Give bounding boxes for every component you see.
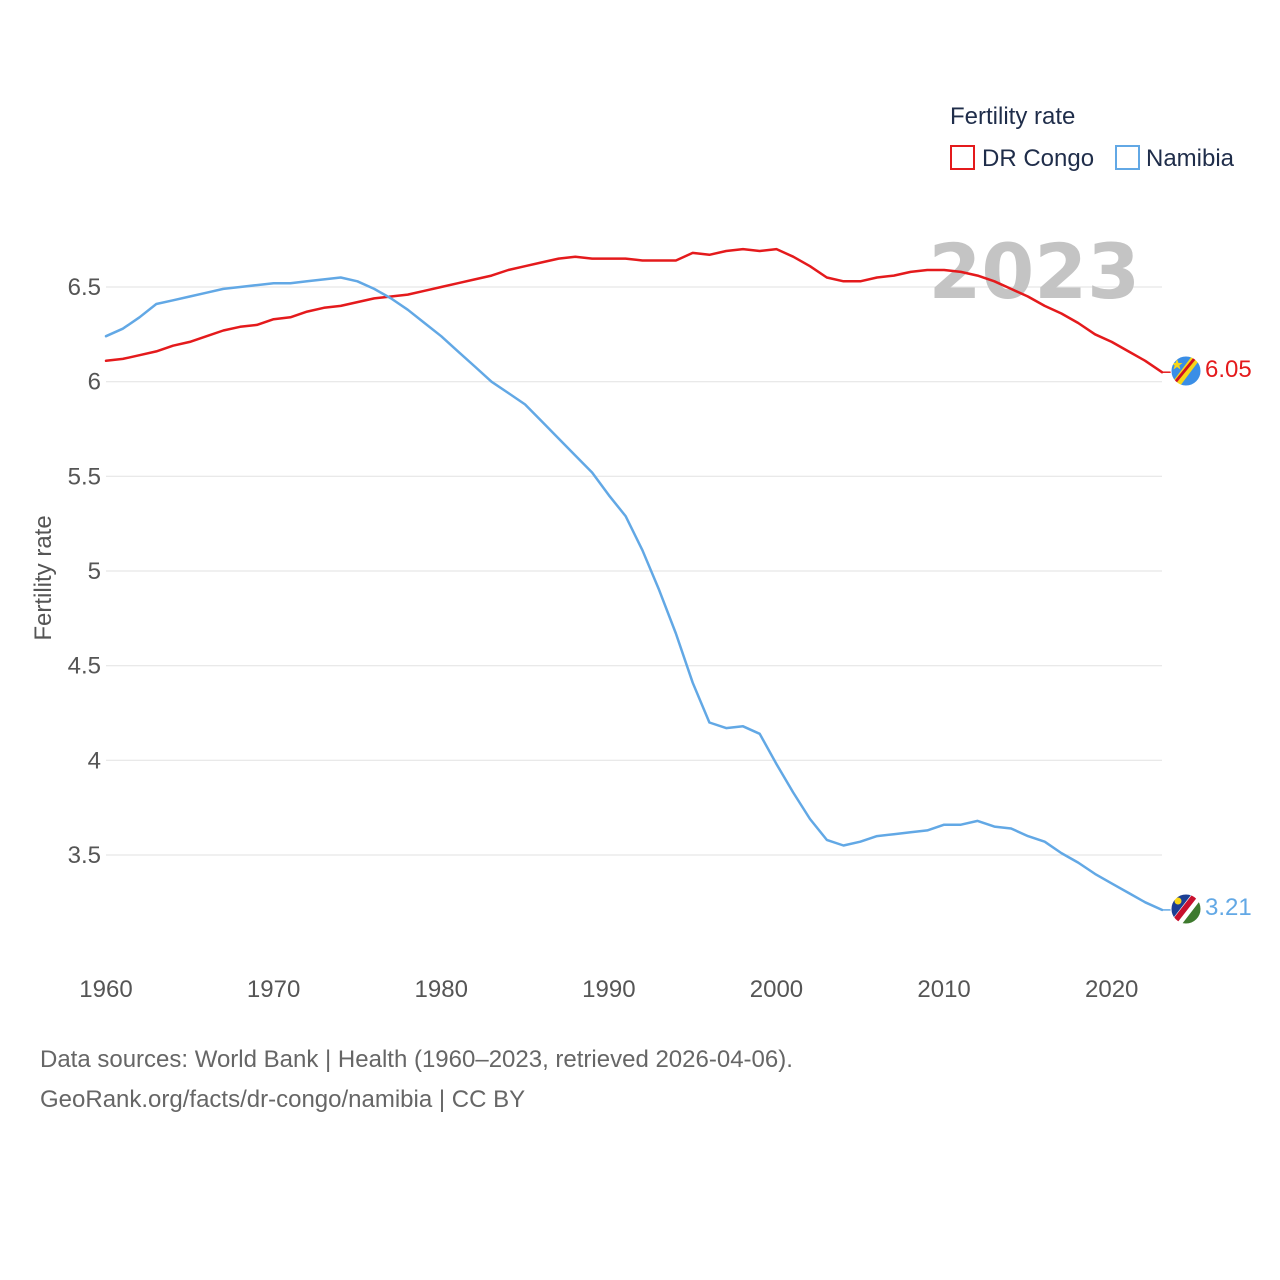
legend-label-namibia: Namibia — [1146, 145, 1235, 172]
legend: Fertility rate DR Congo Namibia — [950, 103, 1235, 172]
x-tick-label: 2000 — [750, 976, 803, 1003]
footer-attribution: GeoRank.org/facts/dr-congo/namibia | CC … — [40, 1086, 526, 1113]
dr-congo-flag-icon — [1170, 355, 1202, 387]
y-tick-label: 3.5 — [68, 842, 101, 869]
legend-title: Fertility rate — [950, 103, 1075, 130]
legend-swatch-namibia — [1115, 145, 1140, 170]
x-tick-label: 2010 — [917, 976, 970, 1003]
x-tick-label: 1990 — [582, 976, 635, 1003]
y-tick-label: 6.5 — [68, 274, 101, 301]
dr-congo-end-value: 6.05 — [1205, 356, 1252, 383]
y-axis-title: Fertility rate — [30, 515, 57, 640]
grid — [106, 286, 1162, 856]
series-lines — [104, 247, 1171, 912]
legend-item-namibia[interactable]: Namibia — [1115, 145, 1235, 172]
x-tick-label: 2020 — [1085, 976, 1138, 1003]
series-line-dr-congo[interactable] — [104, 247, 1164, 374]
legend-label-dr-congo: DR Congo — [982, 145, 1094, 172]
y-tick-label: 5 — [88, 558, 101, 585]
y-tick-label: 4 — [88, 747, 101, 774]
footer-sources: Data sources: World Bank | Health (1960–… — [40, 1046, 793, 1073]
series-line-namibia[interactable] — [104, 276, 1164, 912]
x-tick-label: 1980 — [415, 976, 468, 1003]
y-axis-ticks: 3.5 4 4.5 5 5.5 6 6.5 — [68, 274, 101, 869]
y-tick-label: 5.5 — [68, 463, 101, 490]
fertility-line-chart: 3.5 4 4.5 5 5.5 6 6.5 1960 1970 1980 1990 2000 2010… — [30, 103, 1252, 1003]
x-axis-ticks: 1960 1970 1980 1990 2000 2010 2020 — [79, 976, 1138, 1003]
namibia-end-value: 3.21 — [1205, 894, 1252, 921]
legend-swatch-dr-congo — [950, 145, 975, 170]
y-tick-label: 4.5 — [68, 653, 101, 680]
x-tick-label: 1960 — [79, 976, 132, 1003]
x-tick-label: 1970 — [247, 976, 300, 1003]
namibia-flag-icon — [1170, 893, 1202, 925]
footer: Data sources: World Bank | Health (1960–… — [40, 1040, 793, 1120]
legend-item-dr-congo[interactable]: DR Congo — [950, 145, 1094, 172]
y-tick-label: 6 — [88, 369, 101, 396]
